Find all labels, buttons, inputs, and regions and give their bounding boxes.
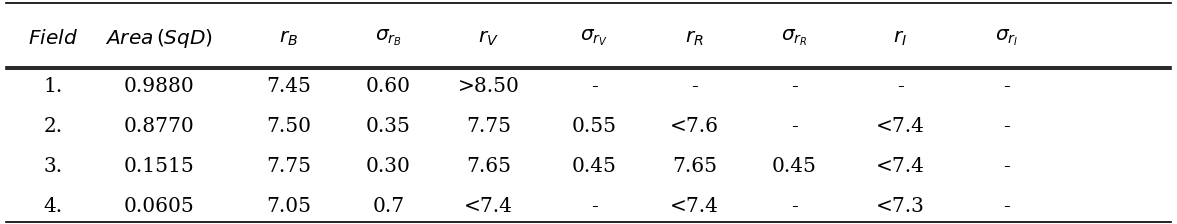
Text: 7.65: 7.65 xyxy=(672,157,717,176)
Text: $\sigma_{r_I}$: $\sigma_{r_I}$ xyxy=(995,28,1018,48)
Text: <7.6: <7.6 xyxy=(670,117,719,136)
Text: -: - xyxy=(791,77,798,96)
Text: 2.: 2. xyxy=(44,117,62,136)
Text: 0.45: 0.45 xyxy=(772,157,817,176)
Text: -: - xyxy=(1003,157,1010,176)
Text: >8.50: >8.50 xyxy=(458,77,519,96)
Text: 0.35: 0.35 xyxy=(366,117,411,136)
Text: 7.45: 7.45 xyxy=(266,77,311,96)
Text: 0.60: 0.60 xyxy=(366,77,411,96)
Text: -: - xyxy=(791,197,798,215)
Text: 7.05: 7.05 xyxy=(266,197,311,215)
Text: -: - xyxy=(897,77,904,96)
Text: <7.4: <7.4 xyxy=(876,117,925,136)
Text: $\sigma_{r_B}$: $\sigma_{r_B}$ xyxy=(375,28,401,48)
Text: <7.4: <7.4 xyxy=(670,197,719,215)
Text: 0.8770: 0.8770 xyxy=(124,117,194,136)
Text: <7.4: <7.4 xyxy=(876,157,925,176)
Text: 3.: 3. xyxy=(44,157,62,176)
Text: 0.0605: 0.0605 xyxy=(124,197,194,215)
Text: 7.75: 7.75 xyxy=(466,117,511,136)
Text: 0.55: 0.55 xyxy=(572,117,617,136)
Text: 0.1515: 0.1515 xyxy=(124,157,194,176)
Text: 0.30: 0.30 xyxy=(366,157,411,176)
Text: <7.4: <7.4 xyxy=(464,197,513,215)
Text: -: - xyxy=(591,77,598,96)
Text: 7.50: 7.50 xyxy=(266,117,311,136)
Text: $r_R$: $r_R$ xyxy=(685,29,704,47)
Text: <7.3: <7.3 xyxy=(876,197,925,215)
Text: $\mathit{Area\,(SqD)}$: $\mathit{Area\,(SqD)}$ xyxy=(105,27,213,50)
Text: 1.: 1. xyxy=(44,77,62,96)
Text: -: - xyxy=(1003,197,1010,215)
Text: -: - xyxy=(791,117,798,136)
Text: $\sigma_{r_V}$: $\sigma_{r_V}$ xyxy=(580,28,609,48)
Text: $r_I$: $r_I$ xyxy=(893,29,907,47)
Text: $\sigma_{r_R}$: $\sigma_{r_R}$ xyxy=(782,28,807,48)
Text: -: - xyxy=(591,197,598,215)
Text: -: - xyxy=(1003,117,1010,136)
Text: $r_B$: $r_B$ xyxy=(279,29,298,47)
Text: -: - xyxy=(1003,77,1010,96)
Text: -: - xyxy=(691,77,698,96)
Text: $\mathit{Field}$: $\mathit{Field}$ xyxy=(28,29,78,47)
Text: 4.: 4. xyxy=(44,197,62,215)
Text: 0.45: 0.45 xyxy=(572,157,617,176)
Text: 0.9880: 0.9880 xyxy=(124,77,194,96)
Text: 7.65: 7.65 xyxy=(466,157,511,176)
Text: $r_V$: $r_V$ xyxy=(478,29,499,47)
Text: 0.7: 0.7 xyxy=(372,197,405,215)
Text: 7.75: 7.75 xyxy=(266,157,311,176)
